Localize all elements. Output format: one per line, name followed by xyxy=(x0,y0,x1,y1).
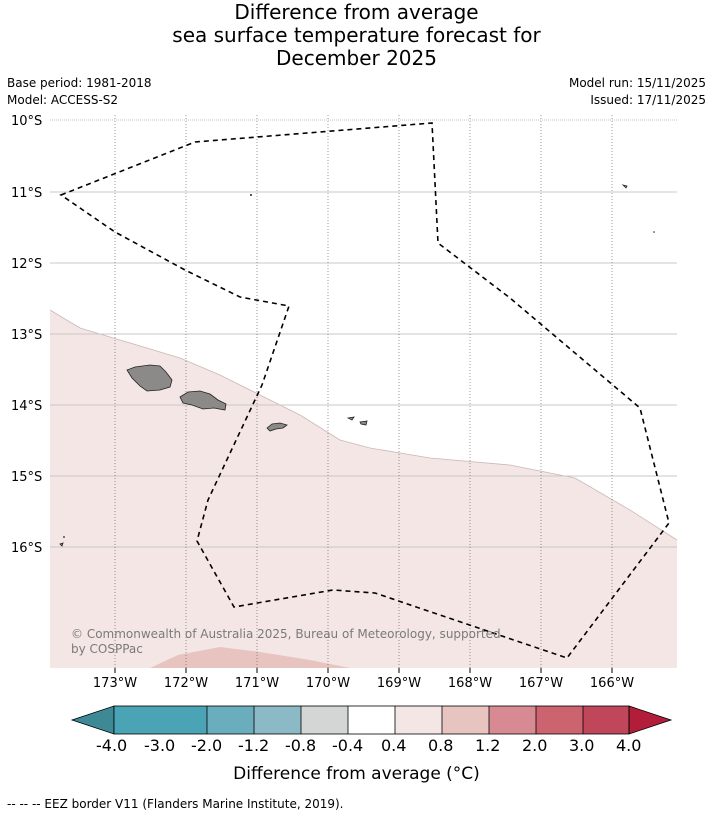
colorbar-segment xyxy=(348,706,395,734)
colorbar-segment xyxy=(442,706,489,734)
lat-label: 11°S xyxy=(11,186,42,201)
lon-label: 166°W xyxy=(590,676,634,691)
small-islet-1 xyxy=(59,542,64,547)
anomaly-region-0.8-1.2 xyxy=(150,647,350,668)
eez-footnote: -- -- -- EEZ border V11 (Flanders Marine… xyxy=(7,797,344,811)
colorbar-frame xyxy=(113,705,630,735)
copyright-text: © Commonwealth of Australia 2025, Bureau… xyxy=(71,627,501,641)
colorbar-arrow-high xyxy=(628,705,673,735)
colorbar-tick: -0.4 xyxy=(332,736,364,755)
ofu-olosega-island xyxy=(346,416,355,421)
colorbar-label: Difference from average (°C) xyxy=(233,764,480,784)
issued-text: Issued: 17/11/2025 xyxy=(590,93,706,107)
colorbar xyxy=(70,705,673,735)
lat-label: 15°S xyxy=(11,470,42,485)
tiny-islets xyxy=(63,194,655,538)
longitude-gridlines xyxy=(114,115,613,668)
colorbar-tick: 3.0 xyxy=(569,736,595,755)
colorbar-segment xyxy=(207,706,254,734)
lat-label: 14°S xyxy=(11,399,42,414)
lon-label: 172°W xyxy=(164,676,208,691)
lon-label: 168°W xyxy=(448,676,492,691)
colorbar-tick: -4.0 xyxy=(96,736,128,755)
eez-borders xyxy=(59,122,670,659)
colorbar-tick: 2.0 xyxy=(522,736,548,755)
lat-label: 12°S xyxy=(11,257,42,272)
lon-label: 170°W xyxy=(306,676,350,691)
land-masses xyxy=(59,184,628,547)
title-line-1: Difference from average xyxy=(234,0,479,24)
lon-label: 171°W xyxy=(235,676,279,691)
copyright-text-line2: by COSPPac xyxy=(71,642,143,656)
colorbar-segment xyxy=(395,706,442,734)
lon-label: 167°W xyxy=(519,676,563,691)
tau-island xyxy=(359,420,368,426)
colorbar-tick: 1.2 xyxy=(475,736,501,755)
latitude-gridlines-solid xyxy=(50,191,677,548)
lat-label: 16°S xyxy=(11,541,42,556)
colorbar-segment xyxy=(536,706,583,734)
model-run-text: Model run: 15/11/2025 xyxy=(568,76,706,90)
colorbar-dividers xyxy=(206,706,584,734)
lat-label: 13°S xyxy=(11,328,42,343)
colorbar-tick: -3.0 xyxy=(144,736,176,755)
base-period-text: Base period: 1981-2018 xyxy=(7,76,152,90)
colorbar-tick-labels: -4.0 -3.0 -2.0 -1.2 -0.8 -0.4 0.4 0.8 1.… xyxy=(0,736,713,756)
anomaly-region-0.4-0.8 xyxy=(50,310,677,668)
colorbar-segment xyxy=(489,706,536,734)
title-line-3: December 2025 xyxy=(276,46,437,70)
lon-label: 169°W xyxy=(377,676,421,691)
colorbar-tick: -0.8 xyxy=(285,736,317,755)
tutuila-island xyxy=(266,422,288,432)
colorbar-tick: -1.2 xyxy=(238,736,270,755)
colorbar-segment xyxy=(254,706,301,734)
colorbar-segment xyxy=(301,706,348,734)
colorbar-tick: 0.4 xyxy=(381,736,407,755)
colorbar-tick: 0.8 xyxy=(428,736,454,755)
colorbar-segment xyxy=(114,706,207,734)
lon-tick-marks xyxy=(114,668,613,673)
small-islet-2 xyxy=(621,184,628,189)
colorbar-segment xyxy=(583,706,629,734)
eez-border-samoa xyxy=(59,122,670,659)
sst-anomaly-map: 10°S 11°S 12°S 13°S 14°S 15°S 16°S 173°W… xyxy=(11,114,678,691)
title-line-2: sea surface temperature forecast for xyxy=(172,23,541,47)
upolu-island xyxy=(179,390,227,411)
model-text: Model: ACCESS-S2 xyxy=(7,93,119,107)
colorbar-arrow-low xyxy=(70,705,115,735)
lon-label: 173°W xyxy=(93,676,137,691)
savaii-island xyxy=(126,364,173,392)
lat-label: 10°S xyxy=(11,114,42,129)
colorbar-tick: 4.0 xyxy=(616,736,642,755)
colorbar-tick: -2.0 xyxy=(191,736,223,755)
